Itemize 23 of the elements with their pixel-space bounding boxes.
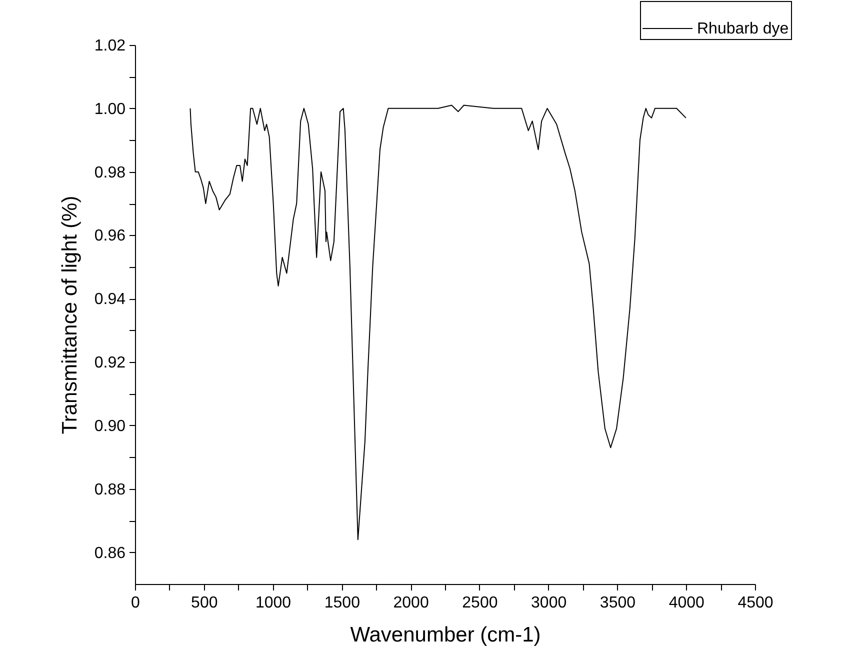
x-tick-label: 0 [131, 594, 140, 612]
y-tick-label: 1.02 [94, 38, 126, 54]
x-tick-label: 1500 [324, 594, 360, 612]
x-axis-title: Wavenumber (cm-1) [350, 624, 541, 646]
y-tick-label: 0.86 [94, 544, 126, 562]
legend-label: Rhubarb dye [697, 20, 789, 38]
x-tick-label: 3500 [600, 594, 636, 612]
x-tick-label: 500 [191, 594, 218, 612]
y-tick-label: 0.94 [94, 291, 126, 308]
x-tick-label: 2500 [462, 594, 498, 612]
y-tick-label: 0.96 [94, 228, 126, 245]
x-tick-label: 4000 [668, 594, 705, 612]
x-tick-label: 4500 [738, 594, 774, 612]
line-series [190, 104, 686, 540]
x-tick-label: 1000 [255, 594, 292, 612]
y-tick-label: 0.88 [94, 481, 126, 498]
y-tick-label: 0.98 [94, 164, 126, 182]
y-tick-label: 0.92 [94, 354, 126, 372]
y-tick-label: 0.90 [94, 418, 126, 435]
y-tick-label: 1.00 [94, 100, 126, 118]
x-tick-label: 3000 [531, 594, 567, 612]
x-tick-label: 2000 [393, 594, 429, 612]
y-axis-title: Transmittance of light (%) [58, 196, 82, 434]
